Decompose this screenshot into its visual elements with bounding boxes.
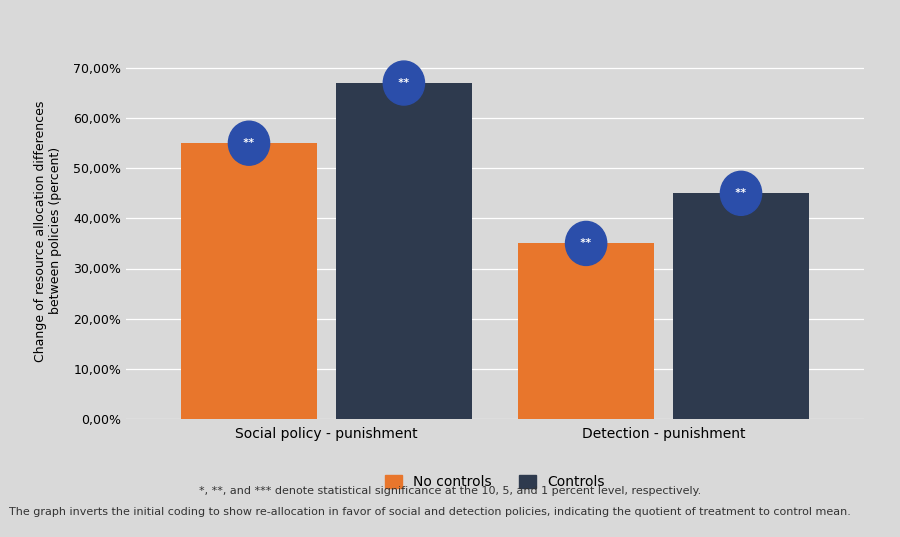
Legend: No controls, Controls: No controls, Controls xyxy=(380,469,610,495)
Bar xyxy=(181,143,318,419)
Bar xyxy=(336,83,472,419)
Ellipse shape xyxy=(383,61,425,105)
Ellipse shape xyxy=(720,171,761,215)
Text: **: ** xyxy=(734,188,747,198)
Ellipse shape xyxy=(565,221,607,265)
Y-axis label: Change of resource allocation differences
between policies (percent): Change of resource allocation difference… xyxy=(34,100,62,361)
Bar xyxy=(672,193,809,419)
Text: **: ** xyxy=(580,238,592,249)
Bar xyxy=(518,243,654,419)
Text: *, **, and *** denote statistical significance at the 10, 5, and 1 percent level: *, **, and *** denote statistical signif… xyxy=(199,486,701,496)
Text: **: ** xyxy=(243,138,256,148)
Text: The graph inverts the initial coding to show re-allocation in favor of social an: The graph inverts the initial coding to … xyxy=(9,507,850,518)
Text: **: ** xyxy=(398,78,410,88)
Ellipse shape xyxy=(229,121,270,165)
